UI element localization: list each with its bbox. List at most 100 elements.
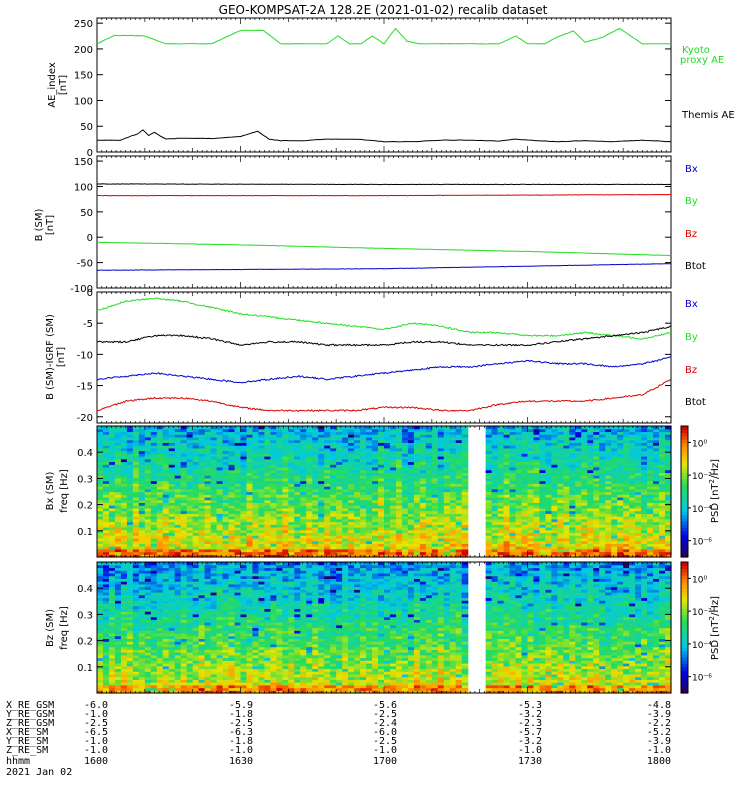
- spectrogram-cell: [575, 475, 582, 479]
- spectrogram-cell: [569, 524, 576, 528]
- spectrogram-cell: [108, 507, 116, 512]
- spectrogram-cell: [503, 466, 511, 471]
- spectrogram-cell: [533, 442, 541, 446]
- spectrogram-cell: [425, 475, 433, 479]
- spectrogram-cell: [407, 524, 415, 528]
- spectrogram-cell: [162, 548, 170, 553]
- spectrogram-cell: [401, 426, 409, 430]
- spectrogram-cell: [288, 466, 295, 471]
- spectrogram-cell: [527, 464, 535, 468]
- spectrogram-cell: [192, 491, 200, 495]
- spectrogram-cell: [366, 537, 373, 542]
- spectrogram-cell: [264, 431, 271, 435]
- spectrogram-cell: [569, 502, 576, 506]
- spectrogram-cell: [204, 529, 212, 534]
- spectrogram-cell: [174, 494, 182, 498]
- spectrogram-cell: [533, 453, 541, 457]
- spectrogram-cell: [312, 431, 319, 435]
- spectrogram-cell: [258, 456, 266, 460]
- spectrogram-cell: [138, 540, 146, 544]
- spectrogram-cell: [246, 521, 254, 525]
- spectrogram-cell: [593, 442, 600, 446]
- spectrogram-cell: [222, 431, 230, 435]
- spectrogram-cell: [318, 526, 325, 531]
- spectrogram-cell: [509, 464, 517, 468]
- spectrogram-cell: [294, 436, 301, 441]
- spectrogram-cell: [162, 491, 170, 495]
- spectrogram-cell: [204, 524, 212, 528]
- spectrogram-cell: [270, 540, 277, 544]
- spectrogram-cell: [282, 450, 289, 454]
- spectrogram-cell: [162, 447, 170, 452]
- spectrogram-cell: [330, 483, 337, 487]
- spectrogram-cell: [533, 434, 541, 438]
- spectrogram-cell: [455, 428, 463, 433]
- spectrogram-cell: [509, 537, 517, 542]
- spectrogram-cell: [599, 483, 606, 487]
- spectrogram-cell: [294, 507, 301, 512]
- spectrogram-cell: [156, 436, 164, 441]
- spectrogram-cell: [443, 521, 451, 525]
- spectrogram-cell: [485, 540, 493, 544]
- spectrogram-cell: [300, 551, 307, 555]
- spectrogram-cell: [551, 431, 558, 435]
- spectrogram-cell: [276, 546, 283, 550]
- spectrogram-cell: [581, 546, 588, 550]
- spectrogram-cell: [114, 524, 122, 528]
- spectrogram-cell: [300, 526, 307, 531]
- spectrogram-cell: [539, 496, 547, 501]
- spectrogram-cell: [485, 464, 493, 468]
- spectrogram-cell: [527, 483, 535, 487]
- spectrogram-cell: [102, 442, 110, 446]
- spectrogram-cell: [395, 450, 403, 454]
- spectrogram-cell: [330, 450, 337, 454]
- spectrogram-cell: [437, 537, 445, 542]
- spectrogram-cell: [551, 494, 558, 498]
- spectrogram-cell: [294, 496, 301, 501]
- spectrogram-cell: [258, 554, 266, 558]
- spectrogram-cell: [389, 516, 397, 520]
- spectrogram-cell: [222, 494, 230, 498]
- spectrogram-cell: [204, 486, 212, 490]
- spectrogram-cell: [282, 472, 289, 476]
- spectrogram-cell: [294, 439, 301, 443]
- spectrogram-cell: [330, 472, 337, 476]
- spectrogram-cell: [222, 464, 230, 468]
- spectrogram-cell: [527, 480, 535, 484]
- spectrogram-cell: [252, 518, 260, 523]
- spectrogram-cell: [563, 477, 570, 482]
- spectrogram-cell: [533, 472, 541, 476]
- spectrogram-cell: [521, 540, 529, 544]
- spectrogram-cell: [276, 535, 283, 539]
- spectrogram-cell: [599, 480, 606, 484]
- spectrogram-cell: [431, 466, 439, 471]
- spectrogram-cell: [216, 431, 224, 435]
- spectrogram-cell: [551, 554, 558, 558]
- spectrogram-cell: [264, 543, 271, 547]
- spectrogram-cell: [419, 499, 427, 504]
- spectrogram-cell: [449, 475, 457, 479]
- spectrogram-cell: [234, 464, 242, 468]
- spectrogram-cell: [360, 524, 367, 528]
- spectrogram-cell: [581, 532, 588, 536]
- spectrogram-cell: [252, 469, 260, 473]
- spectrogram-cell: [551, 480, 558, 484]
- spectrogram-cell: [503, 502, 511, 506]
- spectrogram-cell: [324, 464, 331, 468]
- spectrogram-cell: [138, 554, 146, 558]
- spectrogram-cell: [330, 546, 337, 550]
- spectrogram-cell: [258, 431, 266, 435]
- spectrogram-cell: [372, 532, 379, 536]
- spectrogram-cell: [252, 434, 260, 438]
- spectrogram-cell: [234, 546, 242, 550]
- spectrogram-cell: [437, 516, 445, 520]
- spectrogram-cell: [186, 526, 194, 531]
- spectrogram-cell: [533, 483, 541, 487]
- spectrogram-cell: [102, 551, 110, 555]
- spectrogram-cell: [503, 521, 511, 525]
- spectrogram-cell: [222, 477, 230, 482]
- spectrogram-cell: [174, 445, 182, 449]
- spectrogram-cell: [240, 510, 248, 514]
- spectrogram-cell: [264, 464, 271, 468]
- spectrogram-cell: [156, 540, 164, 544]
